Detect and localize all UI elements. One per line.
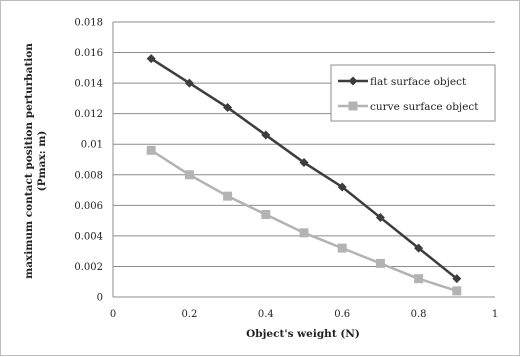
data-point xyxy=(261,130,271,140)
y-tick-label: 0 xyxy=(97,293,103,304)
data-point xyxy=(184,78,194,88)
data-point xyxy=(146,54,156,64)
data-point xyxy=(375,213,385,223)
y-tick-label: 0.018 xyxy=(74,18,103,29)
series-line xyxy=(150,149,458,293)
legend-items: flat surface object curve surface object xyxy=(338,76,479,113)
legend-marker xyxy=(348,76,358,86)
legend-label: flat surface object xyxy=(370,76,467,88)
data-series xyxy=(146,54,462,296)
data-point xyxy=(414,243,424,253)
data-point xyxy=(261,210,271,219)
axes: 0 0.002 0.004 0.006 0.008 0.01 0.012 0.014 0.016… xyxy=(74,18,498,321)
gridlines xyxy=(113,21,495,267)
x-tick-label: 0.2 xyxy=(181,309,197,320)
data-point xyxy=(452,286,462,296)
y-tick-label: 0.006 xyxy=(74,201,103,212)
legend: flat surface object curve surface object xyxy=(330,64,496,122)
data-point xyxy=(337,182,347,192)
y-tick-label: 0.01 xyxy=(81,140,103,151)
data-point xyxy=(184,170,194,180)
data-point xyxy=(223,103,233,113)
x-tick-label: 1 xyxy=(492,309,498,320)
data-point xyxy=(223,191,233,201)
y-tick-label: 0.004 xyxy=(74,231,103,242)
y-tick-label: 0.014 xyxy=(74,79,103,90)
data-point xyxy=(375,258,385,268)
legend-box xyxy=(330,64,496,122)
legend-label: curve surface object xyxy=(370,101,479,113)
data-point xyxy=(299,228,309,238)
data-point xyxy=(452,274,462,284)
x-tick-label: 0.8 xyxy=(411,309,427,320)
x-tick-label: 0.6 xyxy=(334,309,350,320)
x-tick-label: 0 xyxy=(110,309,116,320)
legend-marker xyxy=(348,101,358,111)
data-point xyxy=(337,243,347,253)
x-tick-label: 0.4 xyxy=(258,309,274,320)
data-point xyxy=(414,274,424,284)
y-tick-label: 0.002 xyxy=(74,262,103,273)
data-point xyxy=(146,145,156,155)
y-tick-label: 0.012 xyxy=(74,109,103,120)
y-axis-title-line2: (Pmax: m) xyxy=(36,131,48,192)
y-tick-label: 0.008 xyxy=(74,170,103,181)
y-axis-title-line1: maximum contact position perturbation xyxy=(23,43,35,279)
data-point xyxy=(299,158,309,168)
y-tick-label: 0.016 xyxy=(74,48,103,59)
x-axis-title: Object's weight (N) xyxy=(246,328,360,340)
